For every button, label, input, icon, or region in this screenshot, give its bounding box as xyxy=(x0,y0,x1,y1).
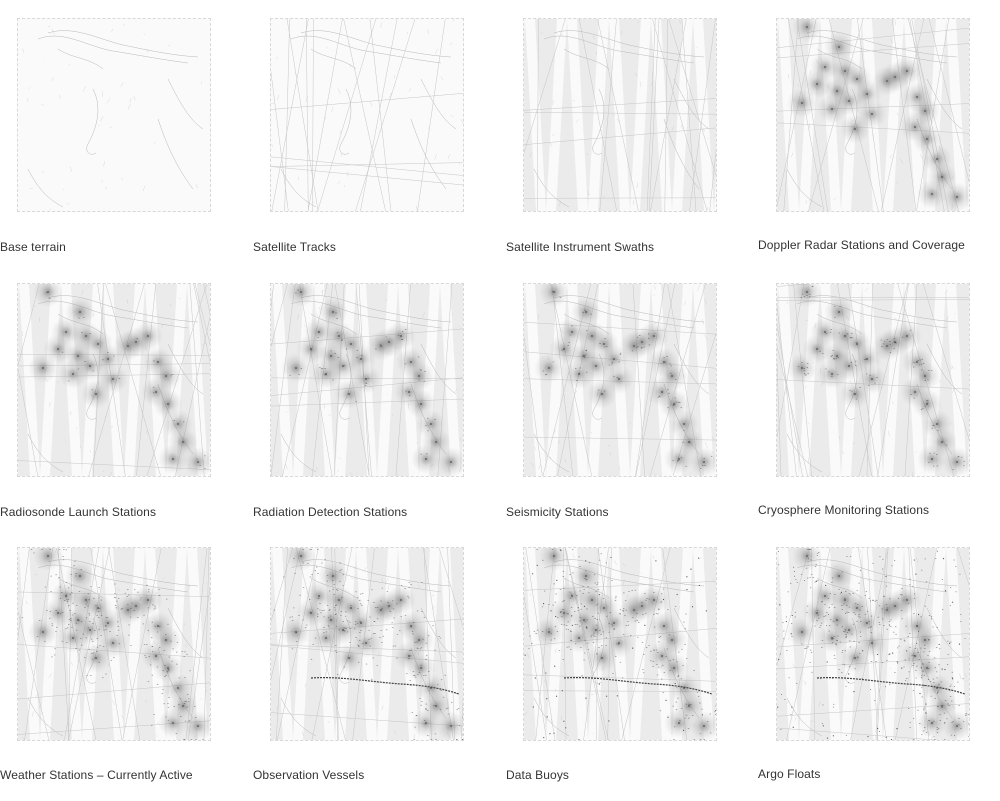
layer-map-image xyxy=(270,283,464,477)
doppler-coverage xyxy=(281,284,463,476)
doppler-coverage xyxy=(787,19,969,211)
panel-caption: Radiation Detection Stations xyxy=(253,505,408,519)
station-markers xyxy=(782,549,969,740)
panel-caption: Seismicity Stations xyxy=(506,505,609,519)
station-markers xyxy=(289,289,436,455)
panel-caption: Observation Vessels xyxy=(253,768,365,782)
layer-map-image xyxy=(17,547,211,741)
station-markers xyxy=(21,549,210,740)
panel-caption: Base terrain xyxy=(0,240,66,254)
station-markers xyxy=(45,292,206,469)
layer-map-image xyxy=(270,18,464,212)
terrain-relief xyxy=(22,23,204,210)
doppler-coverage xyxy=(28,284,210,476)
doppler-coverage xyxy=(281,548,463,740)
panel-caption: Doppler Radar Stations and Coverage xyxy=(758,238,965,252)
doppler-coverage xyxy=(787,548,969,740)
layer-map-image xyxy=(776,18,970,212)
satellite-tracks xyxy=(524,19,716,211)
panel-caption: Cryosphere Monitoring Stations xyxy=(758,503,930,517)
layer-map-image xyxy=(776,283,970,477)
station-markers xyxy=(542,291,713,469)
vessel-tracks xyxy=(563,677,713,695)
doppler-coverage xyxy=(787,284,969,476)
terrain-relief xyxy=(529,19,716,211)
panel-caption: Argo Floats xyxy=(758,767,821,781)
layer-map-image xyxy=(523,283,717,477)
doppler-coverage xyxy=(534,548,716,740)
panel-caption: Satellite Tracks xyxy=(253,240,336,254)
panel-caption: Satellite Instrument Swaths xyxy=(506,240,655,254)
station-markers xyxy=(797,285,965,470)
station-markers xyxy=(528,549,716,740)
instrument-swaths xyxy=(524,19,716,211)
buoy-markers xyxy=(524,549,707,740)
vessel-tracks xyxy=(310,677,460,695)
layer-map-image xyxy=(523,18,717,212)
layer-map-image xyxy=(17,18,211,212)
layer-map-image xyxy=(776,547,970,741)
layer-map-image xyxy=(17,283,211,477)
vessel-tracks xyxy=(816,677,966,695)
panel-caption: Weather Stations – Currently Active xyxy=(0,768,193,782)
doppler-coverage xyxy=(534,284,716,476)
buoy-markers xyxy=(777,558,967,740)
argo-float-markers xyxy=(777,550,966,736)
satellite-tracks xyxy=(271,19,463,211)
panel-caption: Data Buoys xyxy=(506,768,570,782)
doppler-coverage xyxy=(28,548,210,740)
layer-map-image xyxy=(523,547,717,741)
layer-map-image xyxy=(270,547,464,741)
panel-caption: Radiosonde Launch Stations xyxy=(0,505,157,519)
